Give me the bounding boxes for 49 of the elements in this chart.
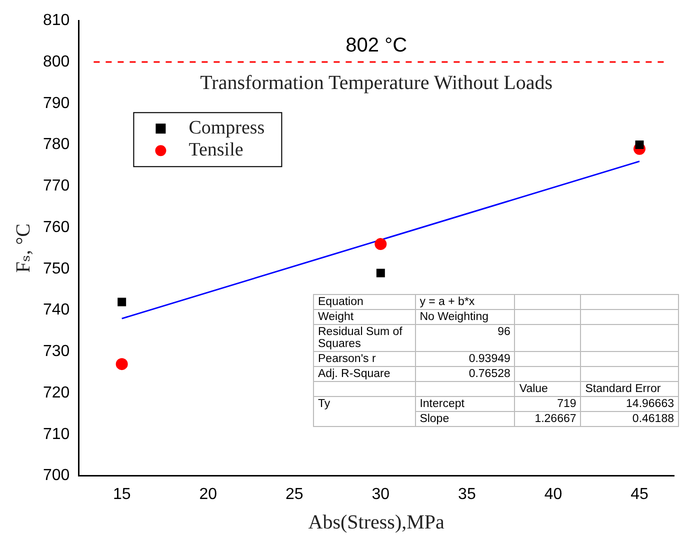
annotation: 14.96663 [580,396,678,412]
point [635,140,644,149]
annotation: y = a + b*x [415,294,515,310]
annotation: 96 [415,324,515,352]
x-tick-label: 40 [544,486,562,503]
x-tick-label: 45 [630,486,648,503]
y-tick-label: 740 [42,302,70,319]
point [374,238,387,250]
annotation: 0.76528 [415,366,515,382]
y-tick-label: 760 [42,218,70,236]
x-tick-label: 35 [458,486,476,503]
ref-line-label: 802 °C [346,34,408,56]
y-tick-label: 720 [42,384,70,402]
annotation: Transformation Temperature Without Loads [200,72,553,94]
y-tick-label: 800 [42,53,70,70]
x-tick-label: 25 [285,486,304,503]
y-tick-label: 710 [42,426,70,443]
x-tick-label: 15 [112,486,131,503]
legend-label: Tensile [188,140,244,161]
y-tick-label: 810 [42,12,70,30]
annotation: Pearson's r [314,352,416,366]
annotation: 0.46188 [580,412,678,426]
annotation: 1.26667 [514,412,581,426]
point [118,298,126,306]
legend-label: Compress [188,118,265,139]
x-axis-title: Abs(Stress),MPa [308,511,445,534]
y-tick-label: 700 [42,467,70,484]
y-tick-label: 770 [42,178,70,195]
x-tick-label: 30 [372,486,390,503]
annotation: Ty [314,396,416,426]
y-axis-title: Fₛ, °C [12,224,34,273]
y-tick-label: 790 [42,94,70,112]
point [376,268,385,278]
annotation: 719 [514,396,581,412]
annotation: 0.93949 [415,352,515,366]
annotation: Standard Error [580,382,678,396]
annotation: Equation [314,294,416,310]
annotation: Weight [314,310,416,324]
y-tick-label: 730 [42,343,70,360]
annotation: Intercept [415,396,515,412]
annotation: Slope [415,412,515,426]
annotation: Residual Sum of Squares [314,324,416,352]
annotation: No Weighting [415,310,515,324]
annotation: Value [514,382,581,396]
x-tick-label: 20 [199,486,218,503]
point [116,358,128,370]
annotation: Adj. R-Square [314,366,416,382]
y-tick-label: 750 [42,260,70,278]
y-tick-label: 780 [42,136,70,154]
